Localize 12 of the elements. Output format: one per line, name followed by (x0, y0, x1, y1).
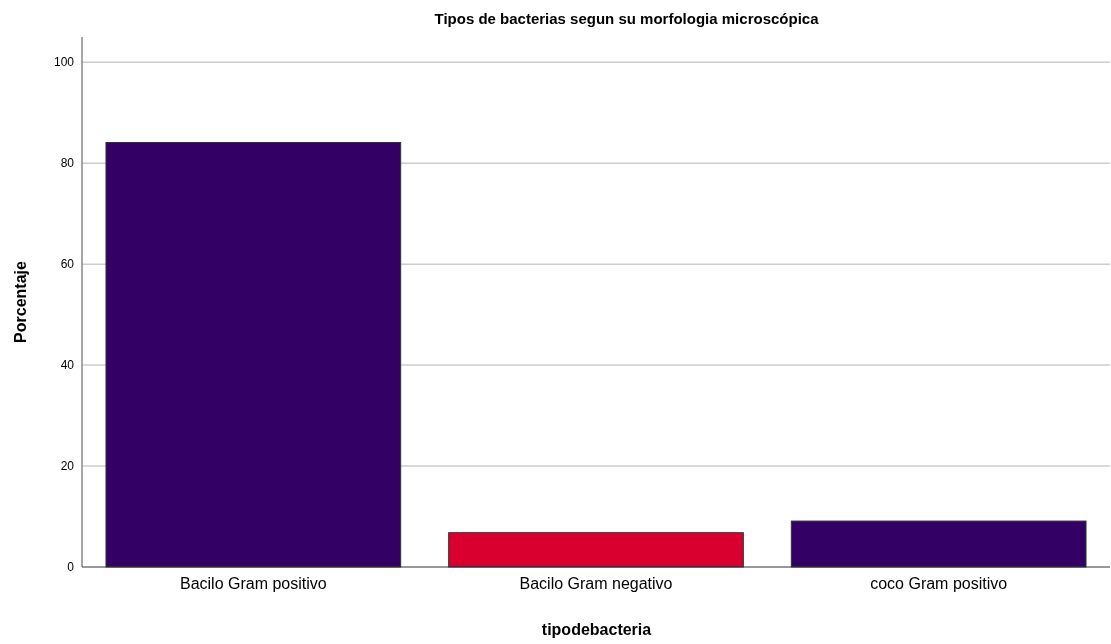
chart-title: Tipos de bacterias segun su morfologia microscópica (434, 10, 820, 27)
y-tick-label: 20 (60, 459, 75, 474)
x-tick-label: coco Gram positivo (870, 575, 1008, 592)
y-axis-title: Porcentaje (12, 260, 29, 343)
y-tick-label: 100 (53, 55, 75, 70)
y-tick-label: 60 (60, 257, 75, 272)
x-tick-label: Bacilo Gram positivo (179, 575, 327, 592)
y-tick-label: 80 (60, 156, 75, 171)
x-axis-title: tipodebacteria (541, 621, 652, 638)
x-tick-label: Bacilo Gram negativo (519, 575, 673, 592)
y-tick-label: 0 (67, 560, 75, 575)
y-tick-label: 40 (60, 358, 75, 373)
